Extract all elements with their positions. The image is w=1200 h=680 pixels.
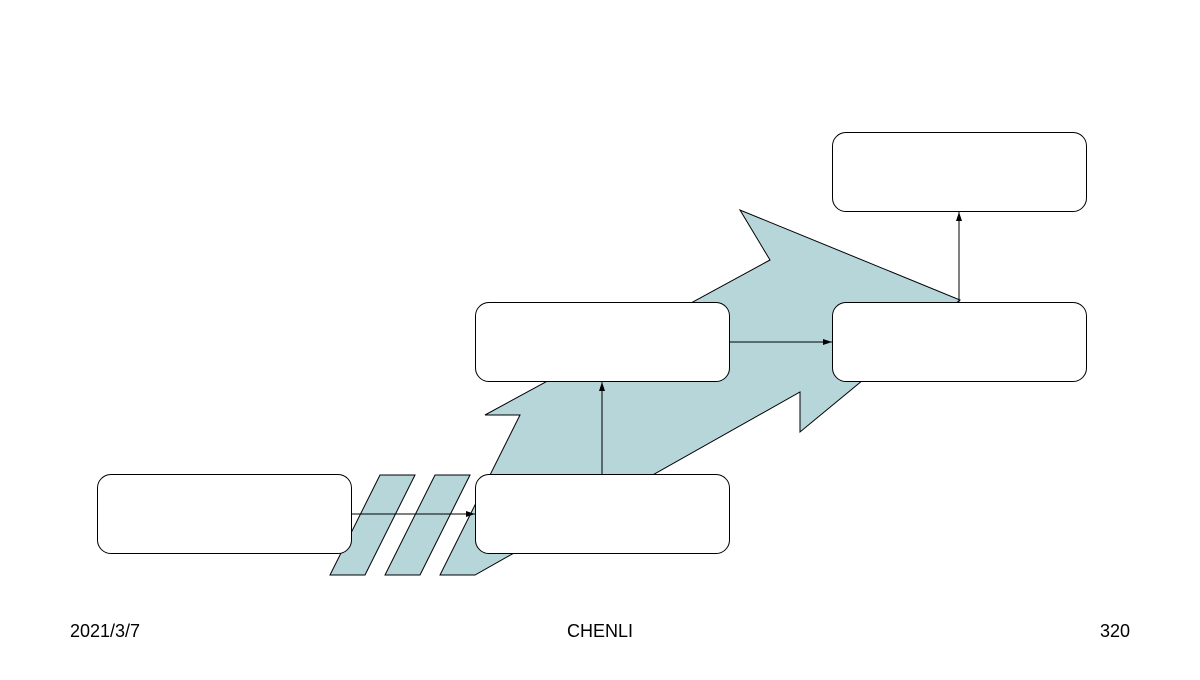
flow-node-n5 [832,132,1087,212]
footer-author: CHENLI [567,621,633,642]
flow-node-n1 [97,474,352,554]
diagram-canvas: 2021/3/7 CHENLI 320 [0,0,1200,680]
footer-date: 2021/3/7 [70,621,140,642]
footer-page: 320 [1100,621,1130,642]
flow-node-n4 [832,302,1087,382]
flow-node-n3 [475,302,730,382]
flow-node-n2 [475,474,730,554]
